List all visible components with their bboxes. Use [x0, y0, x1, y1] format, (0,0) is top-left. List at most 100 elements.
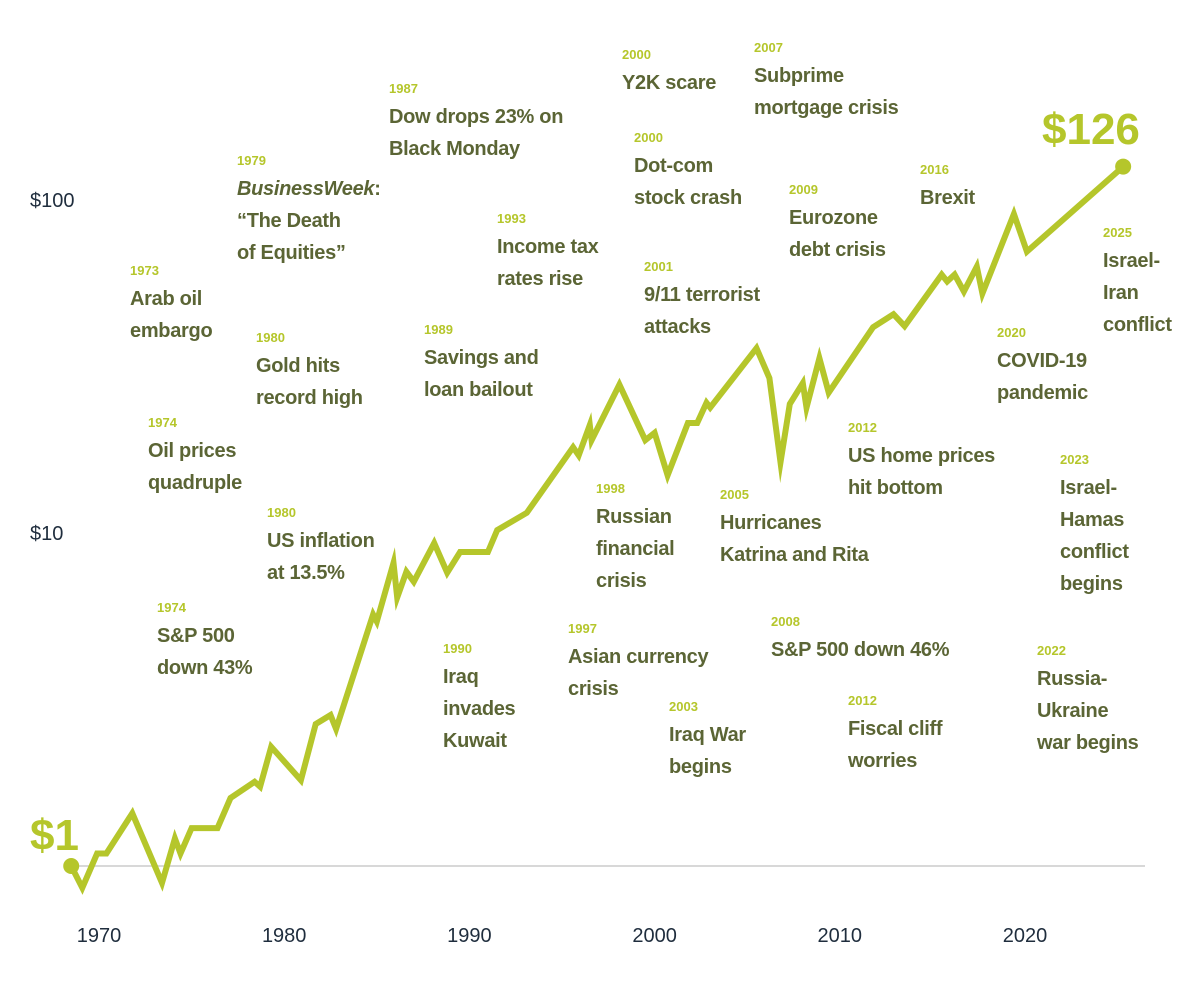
event-year: 1989: [424, 322, 453, 337]
event-text: Hurricanes: [720, 512, 822, 534]
event-text: war begins: [1036, 732, 1139, 754]
event-text: loan bailout: [424, 379, 533, 401]
event-annotation: 2020 COVID-19 pandemic: [997, 325, 1088, 404]
event-annotation: 2012 US home prices hit bottom: [848, 420, 995, 499]
event-annotation: 1979 BusinessWeek: “The Death of Equities”: [237, 153, 381, 264]
event-year: 1998: [596, 481, 625, 496]
event-year: 2000: [622, 47, 651, 62]
event-annotation: 1980 Gold hits record high: [256, 330, 363, 409]
event-annotation: 1973 Arab oil embargo: [130, 263, 213, 342]
event-text: Katrina and Rita: [720, 544, 870, 566]
event-text: Kuwait: [443, 730, 507, 752]
event-year: 2016: [920, 162, 949, 177]
event-year: 2000: [634, 130, 663, 145]
event-text: US home prices: [848, 445, 995, 467]
event-text: stock crash: [634, 187, 742, 209]
event-text: record high: [256, 387, 363, 409]
event-text: Savings and: [424, 347, 539, 369]
event-year: 2003: [669, 699, 698, 714]
event-year: 2012: [848, 693, 877, 708]
x-tick-label: 1980: [262, 925, 307, 947]
event-annotation: 2001 9/11 terrorist attacks: [644, 259, 761, 338]
event-text: Brexit: [920, 187, 976, 209]
event-text: Asian currency: [568, 646, 709, 668]
event-year: 1973: [130, 263, 159, 278]
event-text: COVID-19: [997, 350, 1087, 372]
start-value-label: $1: [30, 811, 79, 860]
event-text: Dow drops 23% on: [389, 106, 563, 128]
event-annotation: 2005 Hurricanes Katrina and Rita: [720, 487, 870, 566]
x-tick-label: 2020: [1003, 925, 1048, 947]
event-year: 2007: [754, 40, 783, 55]
event-text: Arab oil: [130, 288, 202, 310]
event-annotation: 1990 Iraq invades Kuwait: [443, 641, 516, 752]
event-text: conflict: [1060, 541, 1129, 563]
event-year: 1997: [568, 621, 597, 636]
event-text: Hamas: [1060, 509, 1124, 531]
event-text: financial: [596, 538, 674, 560]
event-annotation: 1974 S&P 500 down 43%: [157, 600, 253, 679]
event-year: 1987: [389, 81, 418, 96]
event-annotation: 2007 Subprime mortgage crisis: [754, 40, 899, 119]
event-text: rates rise: [497, 268, 583, 290]
event-annotation: 2000 Y2K scare: [622, 47, 717, 94]
event-text: Income tax: [497, 236, 599, 258]
event-annotation: 1993 Income tax rates rise: [497, 211, 599, 290]
event-text: at 13.5%: [267, 562, 345, 584]
event-text: Y2K scare: [622, 72, 716, 94]
event-text: embargo: [130, 320, 212, 342]
event-year: 2023: [1060, 452, 1089, 467]
event-text: attacks: [644, 316, 711, 338]
event-text: Israel-: [1103, 250, 1160, 272]
event-text: worries: [847, 750, 917, 772]
event-text: Oil prices: [148, 440, 236, 462]
event-annotation: 2009 Eurozone debt crisis: [789, 182, 886, 261]
event-text: Iraq War: [669, 724, 746, 746]
event-year: 2005: [720, 487, 749, 502]
event-text: crisis: [596, 570, 647, 592]
event-annotation: 2016 Brexit: [920, 162, 976, 209]
event-text: Gold hits: [256, 355, 340, 377]
event-annotation: 2008 S&P 500 down 46%: [771, 614, 950, 661]
event-text: of Equities”: [237, 242, 346, 264]
event-text: Dot-com: [634, 155, 713, 177]
event-annotation: 1989 Savings and loan bailout: [424, 322, 539, 401]
event-year: 1993: [497, 211, 526, 226]
event-text: Subprime: [754, 65, 844, 87]
event-year: 1974: [148, 415, 178, 430]
x-tick-label: 1990: [447, 925, 492, 947]
event-annotation: 1980 US inflation at 13.5%: [267, 505, 375, 584]
event-annotation: 2023 Israel- Hamas conflict begins: [1060, 452, 1130, 595]
event-text: US inflation: [267, 530, 375, 552]
event-annotation: 2012 Fiscal cliff worries: [847, 693, 943, 772]
event-annotation: 1987 Dow drops 23% on Black Monday: [389, 81, 563, 160]
x-tick-label: 2000: [632, 925, 677, 947]
event-year: 2009: [789, 182, 818, 197]
event-text: quadruple: [148, 472, 242, 494]
event-annotation: 2025 Israel- Iran conflict: [1103, 225, 1173, 336]
event-year: 2008: [771, 614, 800, 629]
event-text: Fiscal cliff: [848, 718, 943, 740]
event-text: debt crisis: [789, 239, 886, 261]
event-text: S&P 500 down 46%: [771, 639, 950, 661]
event-text: mortgage crisis: [754, 97, 899, 119]
event-text: Russian: [596, 506, 672, 528]
event-text: conflict: [1103, 314, 1172, 336]
y-tick-label: $10: [30, 523, 63, 545]
event-annotation: 2000 Dot-com stock crash: [634, 130, 742, 209]
event-year: 1990: [443, 641, 472, 656]
event-year: 1979: [237, 153, 266, 168]
end-point: [1115, 158, 1132, 175]
event-text: crisis: [568, 678, 619, 700]
event-text: “The Death: [237, 210, 341, 232]
event-annotation: 1998 Russian financial crisis: [596, 481, 675, 592]
event-year: 2022: [1037, 643, 1066, 658]
event-text: begins: [669, 756, 732, 778]
y-tick-label: $100: [30, 190, 75, 212]
event-text: BusinessWeek:: [237, 178, 381, 200]
event-text: begins: [1060, 573, 1123, 595]
event-text: Israel-: [1060, 477, 1117, 499]
event-text: pandemic: [997, 382, 1088, 404]
event-year: 2020: [997, 325, 1026, 340]
event-year: 2012: [848, 420, 877, 435]
